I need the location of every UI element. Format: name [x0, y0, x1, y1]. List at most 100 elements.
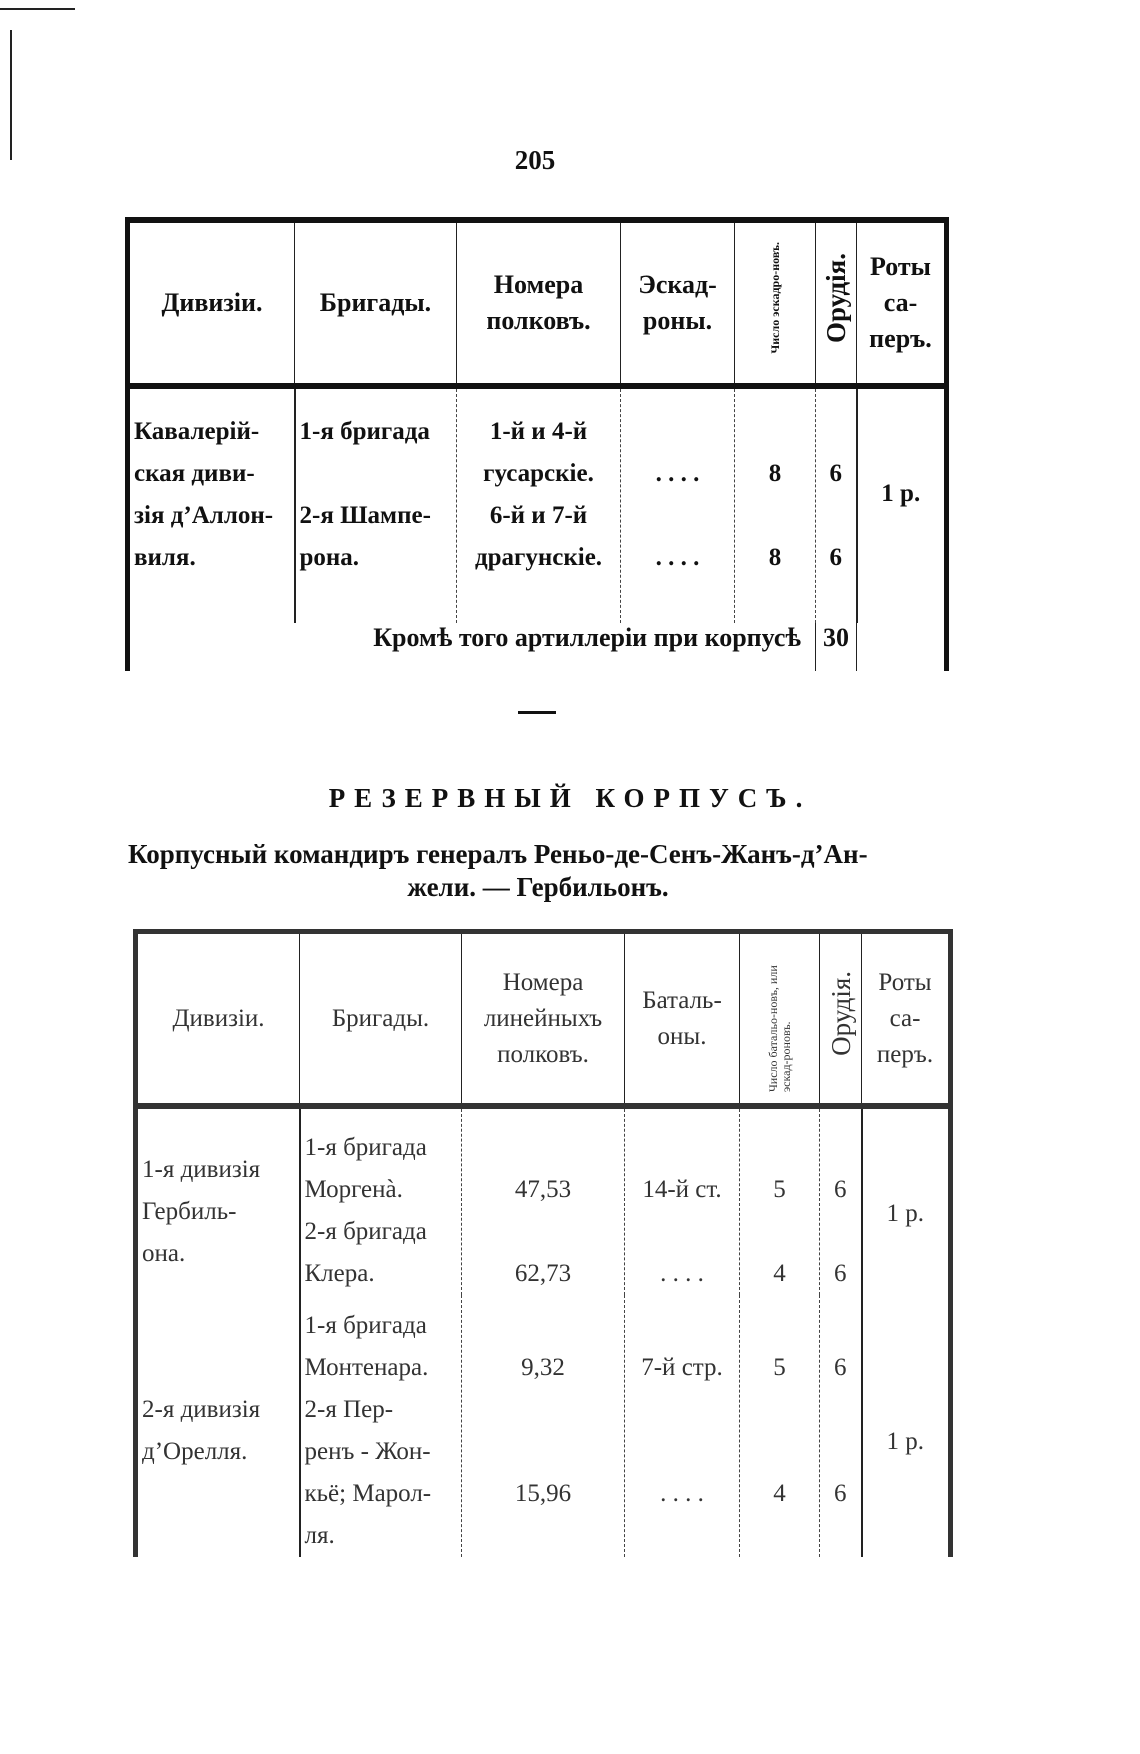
- cell-line: [740, 1431, 819, 1473]
- cell-line: 47,53: [514, 1176, 572, 1203]
- table-row: 1-я дивизія Гербиль-она. 1-я бригада Морге…: [135, 1106, 951, 1295]
- header-brigades: Бригады.: [299, 931, 462, 1109]
- header-battalion-count: Число батальо-новъ, или эскад-роновъ.: [765, 965, 793, 1092]
- cell-line: 6: [834, 1354, 847, 1381]
- cell-line: [740, 1305, 819, 1347]
- header-sappers: Роты са-перъ.: [856, 220, 947, 389]
- table-row: Кавалерій-ская диви-зія д’Аллон-виля. 1-…: [127, 386, 947, 623]
- cell-line: 6: [829, 460, 843, 487]
- table-row: 2-я дивизія д’Орелля. 1-я бригада Монтенар…: [135, 1295, 951, 1557]
- cell-line: 1-я бригада: [304, 1134, 427, 1161]
- cell-divisions: 1-я дивизія Гербиль-она.: [135, 1106, 300, 1295]
- header-guns: Орудія.: [825, 970, 856, 1056]
- cell-regiments: 9,32 15,96: [461, 1295, 625, 1557]
- cell-divisions: Кавалерій-ская диви-зія д’Аллон-виля.: [127, 386, 295, 623]
- cell-regiments: 47,53 62,73: [461, 1106, 625, 1295]
- cell-line: [740, 1389, 819, 1431]
- cell-line: [462, 1211, 624, 1253]
- cell-line: . . . .: [655, 544, 700, 571]
- cell-line: 5: [773, 1354, 786, 1381]
- cell-line: Гербиль-: [142, 1198, 237, 1225]
- page-edge-mark: [0, 8, 75, 10]
- cell-sappers: 1 р.: [860, 1106, 951, 1295]
- cell-brigades: 1-я бригада Моргенà. 2-я бригада Клера.: [298, 1106, 462, 1295]
- cell-line: [820, 1305, 861, 1347]
- cell-brigades: 1-я бригада 2-я Шампе-рона.: [293, 386, 457, 623]
- cell-line: [625, 1389, 739, 1431]
- cell-line: 2-я Шампе-: [299, 502, 431, 529]
- cell-line: ская диви-: [134, 460, 255, 487]
- cell-line: [816, 495, 856, 537]
- section-divider: [518, 711, 556, 714]
- cell-line: [863, 1337, 949, 1379]
- cell-line: 5: [773, 1176, 786, 1203]
- cell-line: 6: [834, 1176, 847, 1203]
- cell-line: [625, 1431, 739, 1473]
- cell-line: 2-я бригада: [304, 1218, 427, 1245]
- cell-squadrons: . . . . . . . .: [620, 386, 735, 623]
- header-guns: Орудія.: [821, 253, 851, 343]
- cell-line: [462, 1305, 624, 1347]
- cell-line: [820, 1127, 861, 1169]
- cell-line: [820, 1211, 861, 1253]
- header-divisions: Дивизіи.: [135, 931, 300, 1109]
- table-footer-row: Кромѣ того артиллеріи при корпусѣ 30: [127, 623, 947, 671]
- cell-line: 14-й ст.: [642, 1176, 722, 1203]
- subtitle-line-2: жели. — Гербильонъ.: [407, 872, 669, 902]
- cell-line: Клера.: [304, 1260, 375, 1287]
- cell-line: ля.: [304, 1522, 335, 1549]
- cell-sappers: 1 р.: [855, 386, 947, 623]
- cell-line: 1-я дивизія: [142, 1156, 261, 1183]
- cell-brigades: 1-я бригада Монтенара. 2-я Пер-ренъ - Жон…: [298, 1295, 462, 1557]
- cell-line: 62,73: [514, 1260, 572, 1287]
- cell-line: она.: [142, 1240, 186, 1267]
- cell-line: 6: [829, 544, 843, 571]
- cell-line: 6: [834, 1260, 847, 1287]
- cell-line: 1 р.: [886, 1200, 925, 1227]
- cell-line: [621, 495, 734, 537]
- cell-line: 1-я бригада: [304, 1312, 427, 1339]
- cell-line: [863, 1151, 949, 1193]
- cell-battalions: 7-й стр. . . . .: [624, 1295, 740, 1557]
- cell-line: 6: [834, 1480, 847, 1507]
- cell-line: [740, 1127, 819, 1169]
- cell-line: [625, 1211, 739, 1253]
- subtitle-line-1: Корпусный командиръ генералъ Реньо-де-Се…: [128, 839, 868, 869]
- cell-line: [863, 1295, 949, 1337]
- cell-line: 2-я Пер-: [304, 1396, 394, 1423]
- footer-label: Кромѣ того артиллеріи при корпусѣ: [127, 623, 816, 671]
- cell-line: [142, 1347, 299, 1389]
- header-brigades: Бригады.: [294, 220, 457, 389]
- cell-divisions: 2-я дивизія д’Орелля.: [135, 1295, 300, 1557]
- section-heading: РЕЗЕРВНЫЙ КОРПУСЪ.: [328, 783, 812, 813]
- cell-line: . . . .: [655, 460, 700, 487]
- cell-line: гусарскіе.: [483, 460, 594, 487]
- cell-line: [300, 453, 457, 495]
- cell-line: д’Орелля.: [142, 1438, 248, 1465]
- cavalry-division-table: Дивизіи. Бригады. Номера полковъ. Эскад-…: [125, 217, 949, 671]
- cell-line: 1 р.: [881, 480, 921, 507]
- page-number: 205: [514, 145, 556, 175]
- header-divisions: Дивизіи.: [127, 220, 295, 389]
- cell-line: [820, 1389, 861, 1431]
- cell-line: [462, 1389, 624, 1431]
- table-header-row: Дивизіи. Бригады. Номера полковъ. Эскад-…: [127, 220, 947, 389]
- cell-line: [740, 1211, 819, 1253]
- cell-line: рона.: [299, 544, 360, 571]
- cell-line: [462, 1431, 624, 1473]
- cell-line: 15,96: [514, 1480, 572, 1507]
- cell-line: Кавалерій-: [134, 418, 260, 445]
- cell-line: 9,32: [521, 1354, 565, 1381]
- cell-line: . . . .: [660, 1480, 704, 1507]
- cell-line: 2-я дивизія: [142, 1396, 261, 1423]
- cell-line: Монтенара.: [304, 1354, 429, 1381]
- table-header-row: Дивизіи. Бригады. Номера линейныхъ полко…: [135, 931, 951, 1109]
- cell-line: [735, 411, 815, 453]
- cell-line: [462, 1127, 624, 1169]
